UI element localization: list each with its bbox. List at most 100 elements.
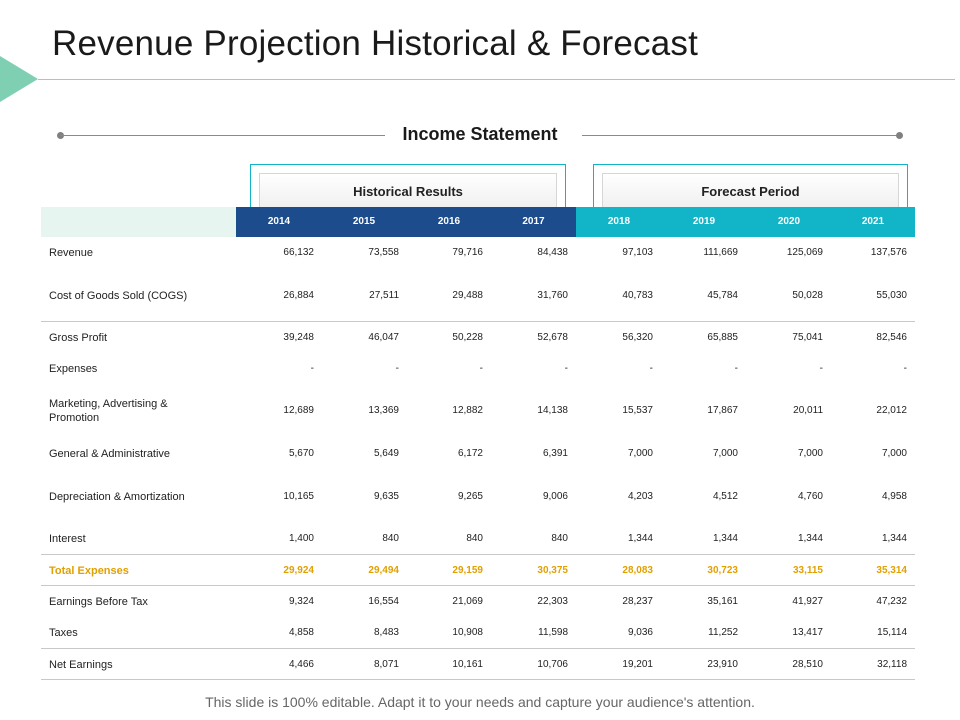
row-value: - — [649, 363, 653, 374]
row-value: 840 — [382, 533, 399, 544]
row-value: 29,924 — [283, 565, 314, 576]
row-value: - — [903, 363, 907, 374]
year-header-cell: 2017 — [491, 207, 576, 237]
row-value: 8,483 — [373, 627, 399, 638]
row-value: 46,047 — [368, 332, 399, 343]
row-value: - — [479, 363, 483, 374]
row-value: 840 — [466, 533, 483, 544]
table-row: General & Administrative 5,670 5,649 6,172 6… — [41, 438, 915, 481]
row-value: 50,228 — [452, 332, 483, 343]
section-line-left — [60, 135, 385, 136]
row-value: 22,303 — [537, 596, 568, 607]
table-row: Depreciation & Amortization 10,165 9,635 9,… — [41, 481, 915, 524]
row-value: 9,635 — [373, 491, 399, 502]
row-value: 50,028 — [792, 290, 823, 301]
row-value: 4,466 — [288, 659, 314, 670]
row-value: 29,494 — [368, 565, 399, 576]
row-value: 20,011 — [793, 405, 823, 416]
row-value: 1,400 — [288, 533, 314, 544]
row-value: 10,161 — [452, 659, 483, 670]
row-value: 19,201 — [622, 659, 653, 670]
row-value: - — [564, 363, 568, 374]
row-value: 7,000 — [797, 448, 823, 459]
row-value: 9,265 — [457, 491, 483, 502]
row-value: 33,115 — [792, 565, 823, 576]
row-value: 4,958 — [881, 491, 907, 502]
row-label: Net Earnings — [49, 659, 113, 671]
row-value: 10,908 — [452, 627, 483, 638]
table-row: Expenses - - - - - - - - — [41, 353, 915, 386]
title-divider — [38, 79, 955, 80]
row-value: 5,670 — [288, 448, 314, 459]
row-label: Taxes — [49, 627, 78, 639]
row-value: 12,689 — [283, 405, 314, 416]
row-label: Marketing, Advertising & Promotion — [49, 398, 168, 424]
row-value: 9,324 — [288, 596, 314, 607]
historical-group: Historical Results — [250, 164, 566, 207]
row-value: 1,344 — [627, 533, 653, 544]
row-value: 12,882 — [452, 405, 483, 416]
row-value: 1,344 — [712, 533, 738, 544]
table-row: Marketing, Advertising & Promotion 12,689… — [41, 386, 915, 438]
row-value: - — [734, 363, 738, 374]
row-value: 840 — [551, 533, 568, 544]
row-value: 45,784 — [707, 290, 738, 301]
row-value: 11,598 — [538, 627, 568, 638]
row-value: 5,649 — [373, 448, 399, 459]
year-header-cell: 2020 — [746, 207, 832, 237]
row-value: - — [310, 363, 314, 374]
year-header-cell: 2015 — [321, 207, 407, 237]
row-value: 97,103 — [622, 247, 653, 258]
row-value: 82,546 — [876, 332, 907, 343]
row-value: 56,320 — [622, 332, 653, 343]
section-line-right — [582, 135, 900, 136]
table-row: Cost of Goods Sold (COGS) 26,884 27,511 29,… — [41, 280, 915, 322]
row-value: 14,138 — [537, 405, 568, 416]
table-row: Net Earnings 4,466 8,071 10,161 10,706 19,201… — [41, 649, 915, 680]
year-header-cell: 2021 — [831, 207, 915, 237]
row-value: 31,760 — [537, 290, 568, 301]
row-value: 65,885 — [707, 332, 738, 343]
row-value: 9,036 — [627, 627, 653, 638]
row-value: 41,927 — [792, 596, 823, 607]
row-value: - — [395, 363, 399, 374]
table-row: Taxes 4,858 8,483 10,908 11,598 9,036 11,252 13… — [41, 617, 915, 649]
row-value: 4,858 — [288, 627, 314, 638]
row-label: General & Administrative — [49, 448, 171, 460]
table-row: Earnings Before Tax 9,324 16,554 21,069 22,3… — [41, 586, 915, 617]
table-row: Revenue 66,132 73,558 79,716 84,438 97,103 111… — [41, 237, 915, 280]
row-value: 15,114 — [877, 627, 907, 638]
row-value: 1,344 — [881, 533, 907, 544]
row-value: 30,723 — [707, 565, 738, 576]
row-value: 1,344 — [797, 533, 823, 544]
row-value: 35,314 — [876, 565, 907, 576]
row-value: 22,012 — [876, 405, 907, 416]
row-value: 125,069 — [786, 247, 823, 258]
row-value: 9,006 — [542, 491, 568, 502]
row-value: 30,375 — [537, 565, 568, 576]
row-value: 39,248 — [283, 332, 314, 343]
row-value: 13,369 — [368, 405, 399, 416]
row-value: 28,083 — [622, 565, 653, 576]
row-label: Expenses — [49, 363, 98, 375]
row-value: 29,488 — [452, 290, 483, 301]
year-header-cell: 2016 — [406, 207, 492, 237]
row-value: 7,000 — [712, 448, 738, 459]
row-value: 79,716 — [452, 247, 483, 258]
table-row: Gross Profit 39,248 46,047 50,228 52,678 56,3… — [41, 322, 915, 353]
year-header-cell: 2018 — [576, 207, 662, 237]
year-header-cell: 2014 — [236, 207, 322, 237]
footer-note: This slide is 100% editable. Adapt it to… — [205, 694, 755, 710]
row-value: 7,000 — [881, 448, 907, 459]
row-value: 27,511 — [369, 290, 399, 301]
row-value: 10,165 — [283, 491, 314, 502]
title-accent-triangle — [0, 56, 38, 102]
historical-group-label: Historical Results — [259, 173, 557, 207]
row-value: 13,417 — [792, 627, 823, 638]
row-value: 28,510 — [792, 659, 823, 670]
row-value: 6,391 — [542, 448, 568, 459]
row-label: Total Expenses — [49, 565, 129, 577]
row-value: 28,237 — [622, 596, 653, 607]
line-endpoint-right — [896, 132, 903, 139]
row-label: Cost of Goods Sold (COGS) — [49, 290, 188, 302]
